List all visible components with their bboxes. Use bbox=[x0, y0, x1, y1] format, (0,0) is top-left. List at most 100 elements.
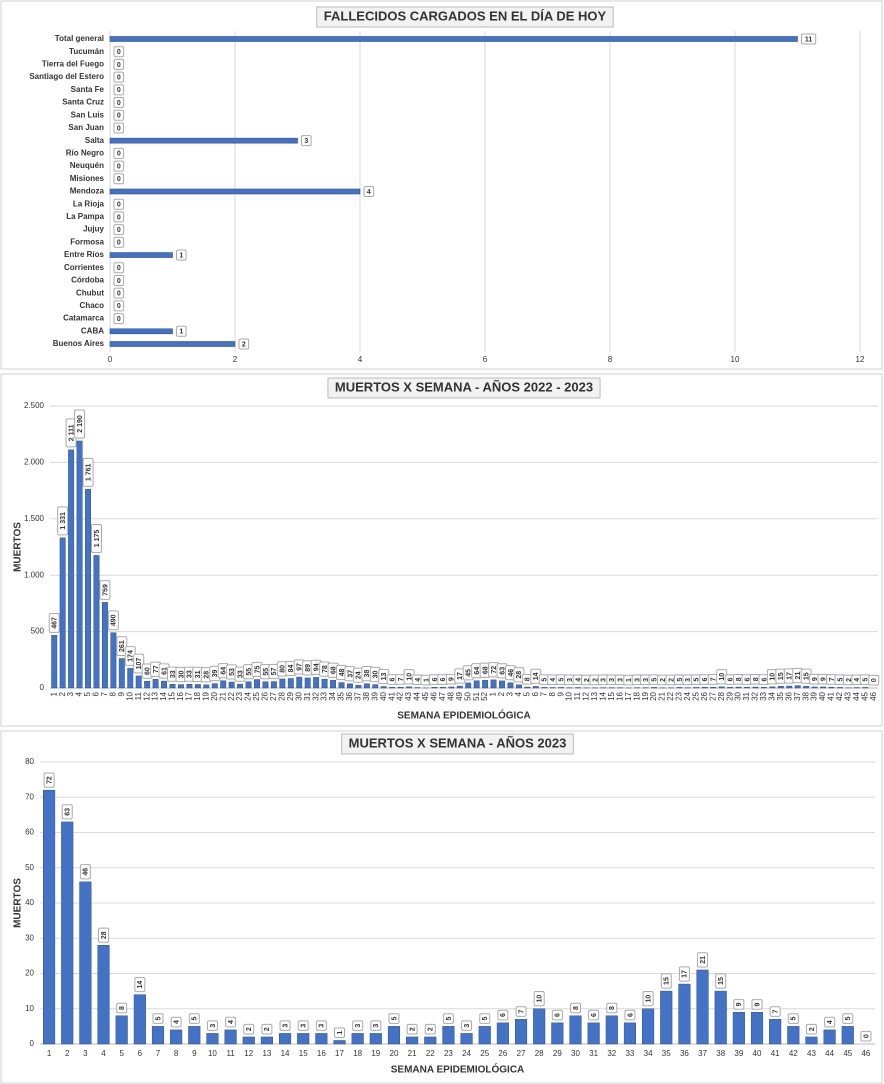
data-label: 3 bbox=[319, 1024, 326, 1028]
data-label: 9 bbox=[820, 677, 827, 681]
y-tick-label: Jujuy bbox=[83, 225, 104, 234]
data-label: 1 bbox=[179, 252, 183, 259]
data-label: 72 bbox=[46, 776, 53, 784]
data-label: 17 bbox=[682, 970, 689, 978]
x-tick-label: 45 bbox=[860, 691, 869, 700]
data-label: 261 bbox=[119, 640, 126, 652]
x-tick-label: 7 bbox=[539, 691, 548, 696]
data-label: 6 bbox=[702, 677, 709, 681]
x-tick-label: 15 bbox=[607, 691, 616, 700]
data-label: 7 bbox=[398, 677, 405, 681]
data-label-group: 77 bbox=[150, 661, 162, 677]
data-label-group: 2 bbox=[805, 1023, 817, 1035]
bar bbox=[369, 1033, 382, 1045]
data-label-box bbox=[176, 325, 187, 337]
x-tick-label: 16 bbox=[615, 691, 624, 700]
x-tick-label: 25 bbox=[691, 691, 700, 700]
data-label-box bbox=[74, 409, 86, 439]
data-label: 5 bbox=[863, 678, 870, 682]
x-tick-label: 23 bbox=[444, 1049, 453, 1058]
data-label-group: 2 bbox=[589, 674, 601, 686]
x-tick-label: 2 bbox=[497, 691, 506, 696]
y-tick-label: La Rioja bbox=[73, 199, 105, 208]
x-tick-label: 42 bbox=[789, 1049, 798, 1058]
data-label-group: 3 bbox=[461, 1020, 473, 1031]
data-label-group: 0 bbox=[113, 46, 125, 58]
x-tick-label: 38 bbox=[801, 691, 810, 700]
data-label: 0 bbox=[117, 74, 121, 81]
chart-title: FALLECIDOS CARGADOS EN EL DÍA DE HOY bbox=[324, 8, 607, 23]
bar bbox=[727, 687, 734, 689]
bar bbox=[387, 1026, 401, 1045]
bar bbox=[228, 681, 235, 689]
data-label: 3 bbox=[464, 1024, 471, 1028]
data-label: 4 bbox=[827, 1020, 834, 1024]
bar bbox=[465, 682, 472, 689]
bar bbox=[380, 686, 387, 689]
panel bbox=[0, 0, 883, 370]
data-label-box bbox=[113, 198, 125, 210]
bar bbox=[206, 1033, 219, 1045]
data-label-box bbox=[624, 1009, 636, 1021]
data-label: 0 bbox=[117, 62, 121, 69]
bar bbox=[424, 1036, 437, 1045]
data-label: 6 bbox=[440, 677, 447, 681]
data-label-box bbox=[238, 338, 250, 350]
data-label: 14 bbox=[533, 672, 540, 680]
data-label-box bbox=[642, 991, 654, 1007]
data-label-group: 5 bbox=[787, 1013, 799, 1024]
data-label: 77 bbox=[153, 665, 160, 673]
data-label: 28 bbox=[204, 671, 211, 679]
data-label: 2 bbox=[246, 1027, 253, 1031]
bar bbox=[170, 1029, 183, 1045]
x-tick-label: 37 bbox=[793, 691, 802, 700]
bar bbox=[507, 682, 514, 689]
x-tick-label: 44 bbox=[852, 691, 861, 700]
data-label-box bbox=[515, 1006, 527, 1017]
data-label-box bbox=[279, 1020, 291, 1031]
data-label: 6 bbox=[761, 677, 768, 681]
data-label: 3 bbox=[355, 1024, 362, 1028]
bar bbox=[473, 680, 480, 689]
data-label: 5 bbox=[651, 678, 658, 682]
bar bbox=[363, 683, 370, 689]
y-tick-label: Santiago del Estero bbox=[29, 72, 104, 81]
data-label-box bbox=[787, 1013, 799, 1024]
y-tick-label: Misiones bbox=[70, 174, 105, 183]
x-tick-label: 22 bbox=[666, 691, 675, 700]
bar bbox=[448, 686, 455, 689]
bar bbox=[93, 555, 100, 689]
data-label: 3 bbox=[609, 678, 616, 682]
data-label: 6 bbox=[500, 1013, 507, 1017]
data-label-box bbox=[113, 109, 125, 121]
data-label-box bbox=[243, 1023, 255, 1035]
data-label: 21 bbox=[795, 672, 802, 680]
bar bbox=[515, 684, 522, 689]
bar bbox=[178, 684, 184, 689]
data-label-box bbox=[497, 1009, 509, 1021]
x-tick-label: 13 bbox=[262, 1049, 271, 1058]
data-label-group: 46 bbox=[79, 864, 91, 880]
data-label-box bbox=[842, 1013, 854, 1024]
data-label: 9 bbox=[754, 1002, 761, 1006]
data-label: 2 bbox=[409, 1027, 416, 1031]
x-tick-label: 18 bbox=[632, 691, 641, 700]
x-tick-label: 39 bbox=[810, 691, 819, 700]
data-label: 64 bbox=[474, 667, 481, 675]
data-label-group: 759 bbox=[99, 580, 111, 600]
data-label: 9 bbox=[736, 1002, 743, 1006]
x-tick-label: 14 bbox=[159, 691, 168, 700]
bar bbox=[351, 1033, 364, 1045]
data-label: 28 bbox=[101, 931, 108, 939]
bar bbox=[514, 1019, 528, 1045]
data-label: 8 bbox=[525, 677, 532, 681]
data-label: 1 bbox=[423, 678, 430, 682]
data-label: 5 bbox=[845, 1017, 852, 1021]
data-label-group: 8 bbox=[733, 673, 745, 685]
data-label: 107 bbox=[136, 658, 143, 670]
bar bbox=[245, 681, 252, 689]
data-label: 3 bbox=[618, 678, 625, 682]
x-tick-label: 12 bbox=[244, 1049, 253, 1058]
bar bbox=[760, 687, 767, 689]
x-tick-label: 51 bbox=[472, 691, 481, 700]
